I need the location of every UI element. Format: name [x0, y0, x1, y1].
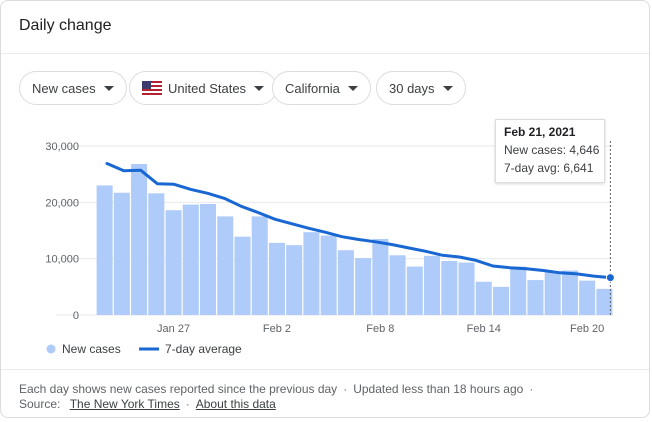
bar-new-cases[interactable]: [234, 236, 251, 315]
bar-new-cases[interactable]: [596, 288, 613, 315]
x-tick-label: Feb 20: [570, 323, 604, 335]
bar-new-cases[interactable]: [200, 204, 217, 315]
x-tick-label: Feb 2: [263, 323, 291, 335]
bar-new-cases[interactable]: [527, 280, 544, 315]
footer-source-label: Source:: [19, 397, 61, 411]
region-dropdown[interactable]: California: [272, 71, 371, 105]
bar-new-cases[interactable]: [355, 258, 372, 315]
tooltip-new-cases-value: 4,646: [569, 143, 600, 157]
bar-new-cases[interactable]: [458, 262, 475, 315]
bar-new-cases[interactable]: [251, 216, 268, 315]
bar-new-cases[interactable]: [337, 250, 354, 315]
seven-day-average-line[interactable]: [105, 162, 612, 280]
bar-new-cases[interactable]: [165, 210, 182, 315]
footer-note-line: Each day shows new cases reported since …: [19, 382, 539, 396]
daily-change-chart[interactable]: 0 10,000 20,000 30,000 Jan 27 Feb 2 Feb 8 Feb 1…: [1, 113, 651, 363]
bar-new-cases[interactable]: [441, 260, 458, 315]
y-tick-label: 30,000: [45, 141, 79, 153]
region-dropdown-label: California: [285, 80, 340, 96]
chart-tooltip: Feb 21, 2021 New cases: 4,646 7-day avg:…: [495, 119, 605, 183]
bar-new-cases[interactable]: [96, 185, 113, 315]
separator: ·: [529, 382, 534, 396]
y-tick-label: 0: [73, 310, 79, 322]
us-flag-icon: [142, 81, 162, 95]
bar-new-cases[interactable]: [424, 255, 441, 315]
x-tick-label: Feb 8: [366, 323, 394, 335]
y-tick-label: 10,000: [45, 254, 79, 266]
bar-new-cases[interactable]: [268, 242, 285, 315]
tooltip-new-cases: New cases: 4,646: [504, 143, 600, 157]
tooltip-avg-label: 7-day avg: [504, 161, 557, 175]
caret-down-icon: [103, 85, 114, 91]
range-dropdown[interactable]: 30 days: [376, 71, 466, 105]
bar-new-cases[interactable]: [372, 238, 389, 315]
hover-point[interactable]: [605, 273, 615, 283]
bar-new-cases[interactable]: [492, 286, 509, 315]
tooltip-avg: 7-day avg: 6,641: [504, 161, 594, 175]
bar-new-cases[interactable]: [389, 255, 406, 315]
legend-swatch-bars: [46, 344, 56, 354]
footer-source-line: Source: The New York Times · About this da…: [19, 397, 276, 411]
card-footer: Each day shows new cases reported since …: [1, 369, 649, 411]
legend-label-new-cases: New cases: [62, 342, 121, 356]
tooltip-avg-value: 6,641: [563, 161, 594, 175]
bar-new-cases[interactable]: [510, 266, 527, 315]
metric-dropdown-label: New cases: [32, 80, 96, 96]
separator: ·: [343, 382, 348, 396]
bar-new-cases[interactable]: [475, 281, 492, 315]
legend-label-average: 7-day average: [165, 342, 242, 356]
metric-dropdown[interactable]: New cases: [19, 71, 127, 105]
bar-new-cases[interactable]: [131, 164, 148, 315]
tooltip-date: Feb 21, 2021: [504, 125, 576, 139]
bar-new-cases[interactable]: [148, 193, 165, 315]
bar-new-cases[interactable]: [544, 271, 561, 315]
bar-new-cases[interactable]: [303, 232, 320, 315]
caret-down-icon: [254, 85, 265, 91]
caret-down-icon: [442, 85, 453, 91]
tooltip-new-cases-label: New cases: [504, 143, 563, 157]
chart-area[interactable]: 0 10,000 20,000 30,000 Jan 27 Feb 2 Feb 8 Feb 1…: [1, 113, 651, 363]
bar-new-cases[interactable]: [579, 280, 596, 315]
bar-new-cases[interactable]: [113, 192, 130, 315]
x-tick-label: Jan 27: [157, 323, 190, 335]
card-title: Daily change: [19, 17, 112, 34]
footer-note: Each day shows new cases reported since …: [19, 382, 338, 396]
source-link[interactable]: The New York Times: [69, 397, 180, 411]
bar-new-cases[interactable]: [320, 235, 337, 315]
y-tick-label: 20,000: [45, 197, 79, 209]
footer-updated: Updated less than 18 hours ago: [353, 382, 524, 396]
about-data-link[interactable]: About this data: [195, 397, 276, 411]
bar-new-cases[interactable]: [561, 270, 578, 315]
country-dropdown-label: United States: [168, 80, 247, 96]
range-dropdown-label: 30 days: [389, 80, 435, 96]
bar-new-cases[interactable]: [182, 204, 199, 315]
bar-new-cases[interactable]: [217, 216, 234, 315]
bar-new-cases[interactable]: [286, 245, 303, 315]
x-tick-label: Feb 14: [467, 323, 501, 335]
caret-down-icon: [347, 85, 358, 91]
header-divider: [1, 53, 649, 54]
country-dropdown[interactable]: United States: [129, 71, 278, 105]
bar-new-cases[interactable]: [406, 266, 423, 315]
separator: ·: [185, 397, 190, 411]
